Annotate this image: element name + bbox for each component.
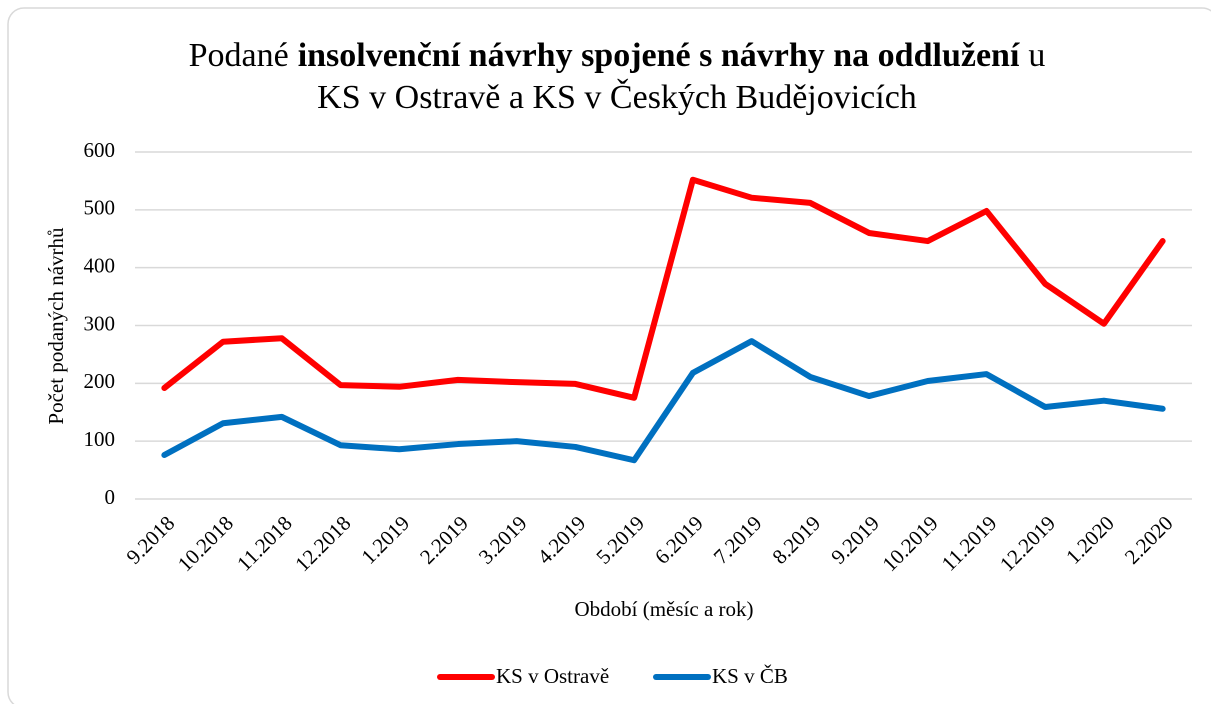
y-tick-label: 400: [84, 253, 116, 277]
chart-title: KS v Ostravě a KS v Českých Budějovicích: [317, 78, 917, 116]
title-part: KS v Ostravě a KS v Českých Budějovicích: [317, 78, 917, 116]
series-line: [161, 176, 1166, 401]
y-tick-label: 300: [84, 311, 116, 335]
chart-frame: [7, 7, 1211, 704]
title-part: Podané: [189, 37, 289, 74]
title-part: u: [1028, 37, 1045, 74]
chart-title: Podané insolvenční návrhy spojené s návrh…: [189, 37, 1046, 74]
y-axis-label: Počet podaných návrhů: [44, 227, 68, 425]
y-tick-label: 100: [84, 427, 116, 451]
y-tick-label: 500: [84, 196, 116, 220]
legend-label: KS v Ostravě: [496, 664, 609, 688]
series-line: [161, 338, 1166, 464]
y-tick-label: 0: [105, 485, 116, 509]
x-axis-label: Období (měsíc a rok): [574, 597, 753, 621]
legend-label: KS v ČB: [712, 664, 788, 688]
y-tick-label: 200: [84, 369, 116, 393]
y-tick-label: 600: [84, 138, 116, 162]
title-part: insolvenční návrhy spojené s návrhy na o…: [298, 37, 1020, 74]
